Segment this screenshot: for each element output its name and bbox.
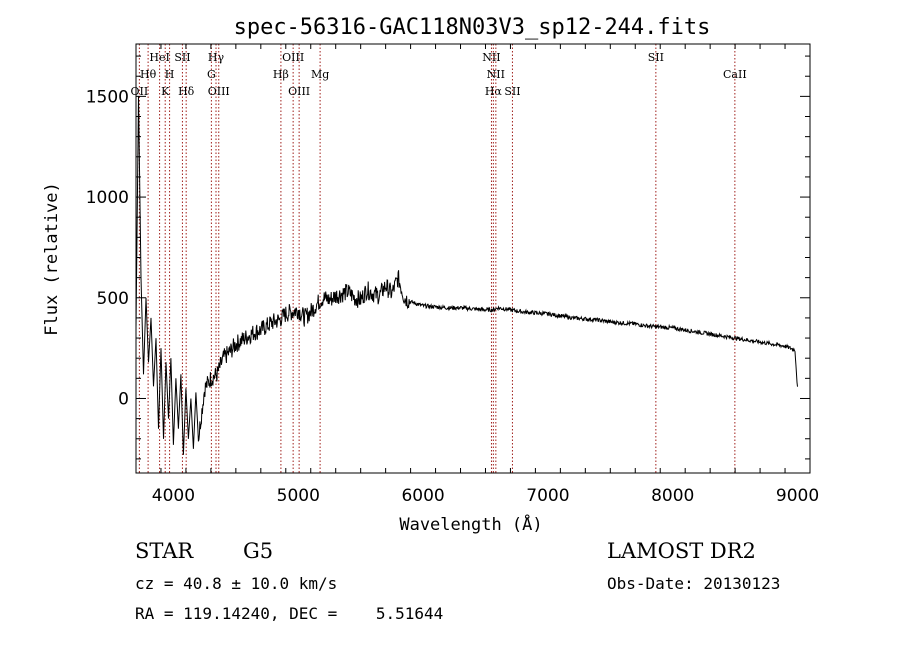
plot-frame: [135, 43, 811, 474]
x-tick-label: 8000: [651, 486, 694, 506]
line-mark-label-10: Hβ: [273, 68, 289, 81]
chart-title: spec-56316-GAC118N03V3_sp12-244.fits: [234, 15, 711, 40]
line-mark-label-17: SII: [504, 85, 520, 98]
object-subclass: G5: [243, 539, 274, 563]
line-mark-label-2: HeI: [149, 51, 169, 64]
x-tick-label: 6000: [401, 486, 444, 506]
line-mark-label-12: OIII: [288, 85, 310, 98]
y-axis-label: Flux (relative): [42, 182, 62, 336]
y-tick-label: 1500: [86, 87, 129, 107]
line-mark-label-9: OIII: [208, 85, 230, 98]
ra-dec: RA = 119.14240, DEC = 5.51644: [135, 604, 444, 623]
line-mark-label-7: G: [207, 68, 216, 81]
line-mark-label-14: NII: [482, 51, 500, 64]
line-mark-label-19: CaII: [723, 68, 747, 81]
line-mark-label-3: K: [161, 85, 170, 98]
spectrum-line-0: [135, 96, 798, 455]
x-tick-label: 9000: [776, 486, 819, 506]
line-mark-label-15: Hα: [485, 85, 503, 98]
line-mark-label-11: OIII: [282, 51, 304, 64]
y-tick-label: 0: [118, 389, 129, 409]
object-class: STAR: [135, 539, 194, 563]
line-mark-label-8: Hγ: [208, 51, 225, 64]
axes: 4000 5000 6000 7000 8000 9000 0 500 1000 1500: [86, 43, 819, 506]
observation-date: Obs-Date: 20130123: [607, 574, 781, 593]
line-mark-label-13: Mg: [311, 68, 329, 81]
y-tick-label: 1000: [86, 188, 129, 208]
line-mark-label-18: SII: [648, 51, 664, 64]
spectrum-series: [135, 96, 798, 455]
y-tick-label: 500: [97, 289, 129, 309]
redshift-cz: cz = 40.8 ± 10.0 km/s: [135, 574, 338, 593]
line-mark-label-5: SII: [174, 51, 190, 64]
x-tick-label: 7000: [526, 486, 569, 506]
x-tick-label: 5000: [277, 486, 320, 506]
line-mark-label-16: NII: [487, 68, 505, 81]
line-mark-label-4: H: [165, 68, 175, 81]
emission-line-marks: OIIHθHeIKHSIIHδGHγOIIIHβOIIIOIIIMgNIIHαN…: [131, 44, 747, 473]
line-mark-label-6: Hδ: [178, 85, 195, 98]
line-mark-label-1: Hθ: [140, 68, 157, 81]
x-tick-label: 4000: [152, 486, 195, 506]
survey-name: LAMOST DR2: [607, 539, 756, 563]
x-axis-label: Wavelength (Å): [399, 513, 542, 535]
line-mark-label-0: OII: [131, 85, 149, 98]
